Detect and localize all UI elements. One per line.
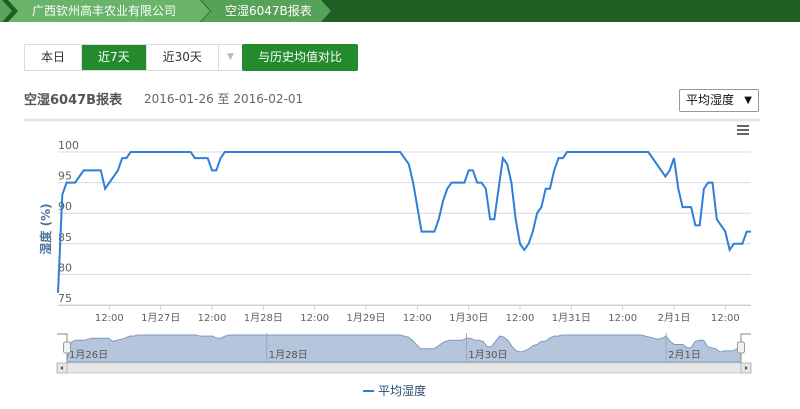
y-axis-label: 湿度 (%) [38,203,53,254]
navigator-area [66,334,742,363]
compare-history-button[interactable]: 与历史均值对比 [242,44,358,71]
x-tick-label: 1月30日 [449,312,488,324]
metric-select[interactable]: 平均湿度 ▼ [679,89,759,112]
scrollbar-thumb[interactable] [66,362,742,374]
chevron-down-icon[interactable]: ▼ [226,52,234,62]
legend-label: 平均湿度 [378,384,427,398]
x-tick-label: 1月27日 [141,312,180,324]
menu-icon[interactable] [737,125,749,135]
metric-select-value: 平均湿度 [686,93,735,107]
arrow-right-icon [745,366,748,370]
y-tick-label: 95 [58,170,72,183]
series-line-average-humidity [57,151,751,293]
x-tick-label: 12:00 [300,313,329,324]
range-button-group: 本日 近7天 近30天 ▼ [24,44,243,71]
y-tick-label: 100 [58,139,79,152]
legend-line-icon [363,389,374,392]
navigator-left-handle[interactable] [63,341,71,354]
range-7days-button[interactable]: 近7天 [82,45,147,70]
y-tick-label: 80 [58,261,72,274]
legend-item[interactable]: 平均湿度 [363,382,426,399]
navigator-right-handle[interactable] [737,341,745,354]
navigator[interactable]: 1月26日 1月28日 1月30日 2月1日 [56,331,752,374]
x-tick-label: 12:00 [198,313,227,324]
breadcrumb: 广西钦州高丰农业有限公司 空湿6047B报表 [0,0,800,22]
x-tick-label: 12:00 [506,313,535,324]
range-today-button[interactable]: 本日 [25,45,83,70]
x-tick-label: 12:00 [711,313,740,324]
navigator-tick-label: 2月1日 [668,349,701,361]
x-tick-label: 1月29日 [346,312,385,324]
breadcrumb-report[interactable]: 空湿6047B报表 [201,0,331,22]
x-tick-label: 12:00 [95,313,124,324]
dropdown-arrow-icon: ▼ [744,95,752,106]
x-tick-label: 12:00 [403,313,432,324]
x-tick-label: 12:00 [608,313,637,324]
navigator-tick-label: 1月28日 [269,349,308,361]
range-30days-button[interactable]: 近30天 [147,45,219,70]
breadcrumb-company[interactable]: 广西钦州高丰农业有限公司 [8,0,210,22]
arrow-left-icon [60,366,63,370]
navigator-tick-label: 1月30日 [468,349,507,361]
date-range: 2016-01-26 至 2016-02-01 [144,92,304,106]
navigator-tick-label: 1月26日 [69,349,108,361]
x-tick-label: 1月28日 [244,312,283,324]
report-title: 空湿6047B报表 [24,93,123,108]
x-tick-label: 2月1日 [658,312,691,324]
y-tick-label: 90 [58,200,72,213]
y-tick-label: 75 [58,292,72,305]
x-tick-label: 1月31日 [552,312,591,324]
